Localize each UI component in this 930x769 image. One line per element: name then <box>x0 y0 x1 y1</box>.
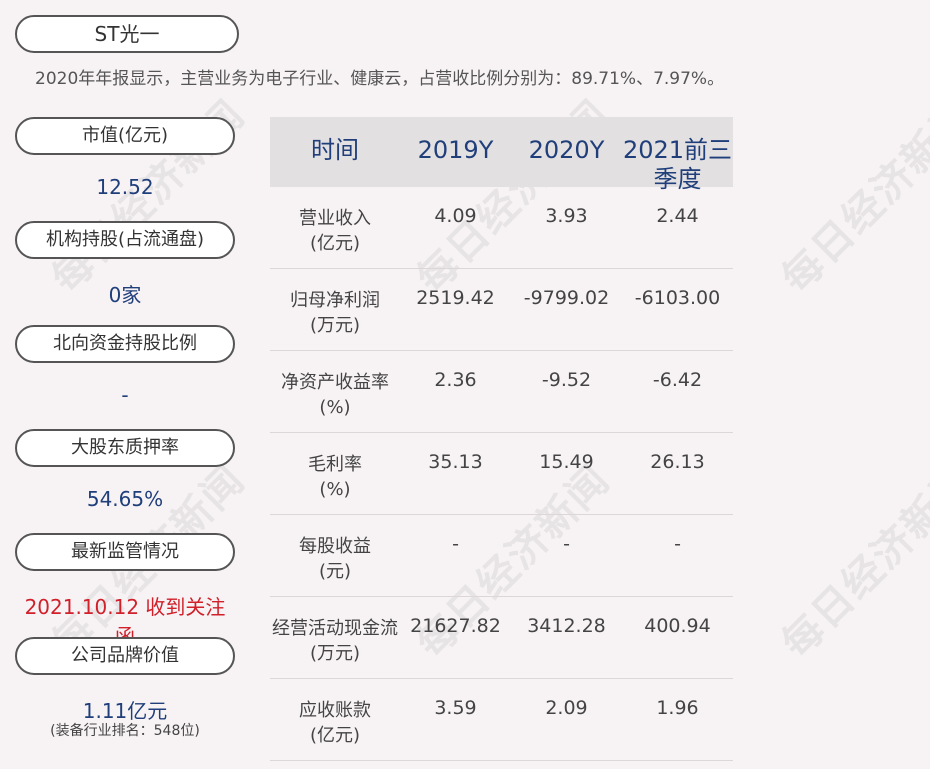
row-label-unit: (%) <box>319 479 351 500</box>
cell-2020: -9.52 <box>541 369 592 391</box>
row-label-name: 应收账款 <box>299 700 371 721</box>
row-label-unit: (%) <box>319 397 351 418</box>
row-label-name: 归母净利润 <box>290 290 380 311</box>
row-label: 净资产收益率 (%) <box>270 370 400 420</box>
row-label-unit: (亿元) <box>309 725 361 746</box>
row-label: 毛利率 (%) <box>270 452 400 502</box>
table-row: 应收账款 (亿元) 3.59 2.09 1.96 <box>270 679 733 761</box>
row-label-unit: (万元) <box>309 315 361 336</box>
cell-2020: - <box>563 533 570 555</box>
row-label: 应收账款 (亿元) <box>270 698 400 748</box>
cell-2020: -9799.02 <box>523 287 610 309</box>
cell-2021q3: 26.13 <box>650 451 705 473</box>
cell-2019: 3.59 <box>434 697 477 719</box>
table-header: 时间 2019Y 2020Y 2021前三季度 <box>270 117 733 193</box>
cell-2021q3: - <box>674 533 681 555</box>
metric-value-brand-value: 1.11亿元 <box>82 699 168 723</box>
row-label-name: 每股收益 <box>299 536 371 557</box>
cell-2019: 35.13 <box>428 451 483 473</box>
row-label-name: 营业收入 <box>299 208 371 229</box>
metric-label-institutional-holdings: 机构持股(占流通盘) <box>15 221 235 259</box>
row-label-name: 毛利率 <box>308 454 362 475</box>
metric-label-northbound-ratio: 北向资金持股比例 <box>15 325 235 363</box>
row-label-unit: (元) <box>318 561 352 582</box>
table-row: 毛利率 (%) 35.13 15.49 26.13 <box>270 433 733 515</box>
financial-table: 时间 2019Y 2020Y 2021前三季度 营业收入 (亿元) 4.09 3.… <box>270 117 733 761</box>
table-row: 营业收入 (亿元) 4.09 3.93 2.44 <box>270 187 733 269</box>
table-row: 净资产收益率 (%) 2.36 -9.52 -6.42 <box>270 351 733 433</box>
cell-2019: 2519.42 <box>416 287 495 309</box>
header-time: 时间 <box>311 136 359 164</box>
header-2020: 2020Y <box>528 136 605 164</box>
metric-label-market-cap: 市值(亿元) <box>15 117 235 155</box>
cell-2020: 3.93 <box>545 205 588 227</box>
business-summary: 2020年年报显示，主营业务为电子行业、健康云，占营收比例分别为：89.71%、… <box>35 69 725 89</box>
metric-label-regulatory-status: 最新监管情况 <box>15 533 235 571</box>
cell-2019: 4.09 <box>434 205 477 227</box>
row-label-name: 经营活动现金流 <box>272 618 398 639</box>
row-label-unit: (万元) <box>309 643 361 664</box>
header-2019: 2019Y <box>417 136 494 164</box>
cell-2019: 2.36 <box>434 369 477 391</box>
cell-2020: 2.09 <box>545 697 588 719</box>
cell-2021q3: -6103.00 <box>634 287 721 309</box>
metric-value-northbound-ratio: - <box>121 383 129 407</box>
cell-2021q3: 1.96 <box>656 697 699 719</box>
row-label: 每股收益 (元) <box>270 534 400 584</box>
row-label-name: 净资产收益率 <box>281 372 389 393</box>
metric-value-institutional-holdings: 0家 <box>108 283 142 307</box>
table-row: 归母净利润 (万元) 2519.42 -9799.02 -6103.00 <box>270 269 733 351</box>
metric-label-pledge-ratio: 大股东质押率 <box>15 429 235 467</box>
cell-2019: - <box>452 533 459 555</box>
row-label: 经营活动现金流 (万元) <box>270 616 400 666</box>
cell-2021q3: -6.42 <box>652 369 703 391</box>
cell-2019: 21627.82 <box>410 615 501 637</box>
metric-label-brand-value: 公司品牌价值 <box>15 637 235 675</box>
cell-2021q3: 400.94 <box>644 615 711 637</box>
company-name-badge: ST光一 <box>15 15 239 53</box>
header-2021q3: 2021前三季度 <box>622 136 733 193</box>
row-label: 营业收入 (亿元) <box>270 206 400 256</box>
metric-value-market-cap: 12.52 <box>96 175 154 199</box>
table-row: 经营活动现金流 (万元) 21627.82 3412.28 400.94 <box>270 597 733 679</box>
watermark: 每日经济新闻 <box>772 90 930 303</box>
cell-2020: 15.49 <box>539 451 594 473</box>
cell-2020: 3412.28 <box>527 615 606 637</box>
table-row: 每股收益 (元) - - - <box>270 515 733 597</box>
metric-value-pledge-ratio: 54.65% <box>86 487 164 511</box>
cell-2021q3: 2.44 <box>656 205 699 227</box>
watermark: 每日经济新闻 <box>772 455 930 668</box>
row-label-unit: (亿元) <box>309 233 361 254</box>
metric-sub-brand-rank: (装备行业排名：548位) <box>50 723 200 739</box>
row-label: 归母净利润 (万元) <box>270 288 400 338</box>
